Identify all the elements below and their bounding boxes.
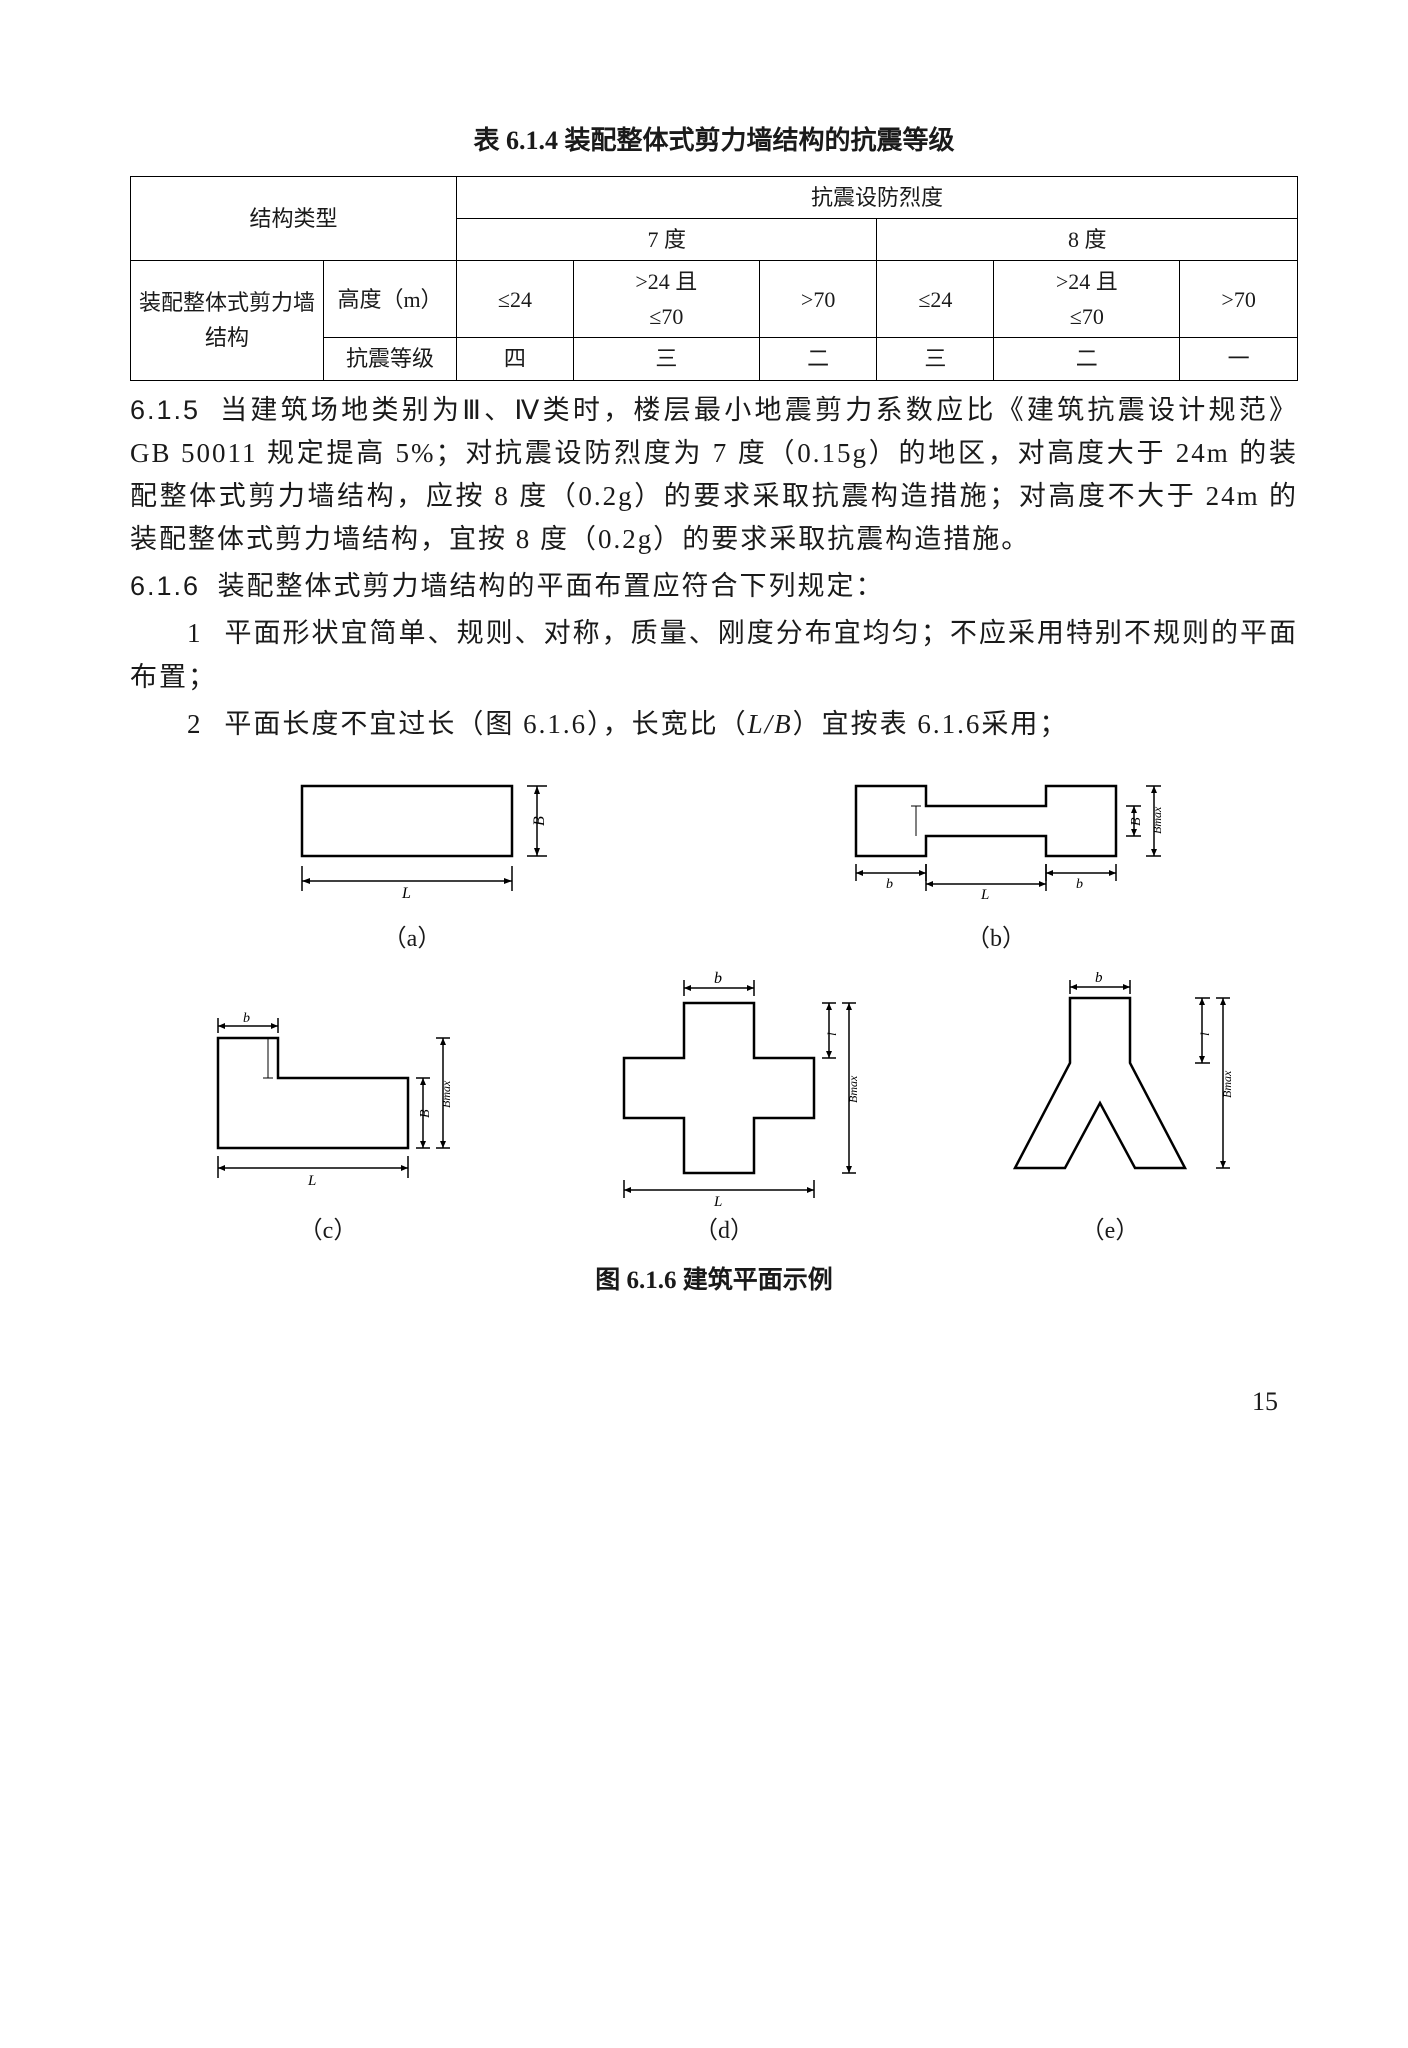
svg-text:Bmax: Bmax [1150,806,1164,834]
td-grade-1: 三 [573,338,759,380]
svg-text:Bmax: Bmax [846,1075,860,1103]
td-grade-label: 抗震等级 [324,338,457,380]
diagram-c: b B Bmax [178,1008,478,1250]
svg-text:L: L [713,1194,722,1208]
item-2-lb: L/B [748,709,793,739]
label-b: （b） [816,920,1176,958]
svg-text:b: b [714,970,722,987]
text-616: 装配整体式剪力墙结构的平面布置应符合下列规定： [218,571,885,601]
th-8deg: 8 度 [877,218,1298,260]
td-col-5: >70 [1180,260,1298,337]
diagram-e: b l Bmax （e） [970,968,1250,1250]
para-6-1-6: 6.1.6 装配整体式剪力墙结构的平面布置应符合下列规定： [130,565,1298,608]
td-grade-2: 二 [759,338,877,380]
item-1: 1平面形状宜简单、规则、对称，质量、刚度分布宜均匀；不应采用特别不规则的平面布置… [130,612,1298,698]
figure-caption: 图 6.1.6 建筑平面示例 [130,1261,1298,1301]
svg-text:B: B [1129,817,1144,826]
td-grade-5: 一 [1180,338,1298,380]
svg-text:L: L [401,885,411,902]
svg-text:L: L [307,1173,316,1189]
item-2a: 平面长度不宜过长（图 6.1.6），长宽比（ [224,709,747,739]
label-c: （c） [178,1212,478,1250]
td-col-2: >70 [759,260,877,337]
th-structure-type: 结构类型 [131,176,457,260]
lead-615: 6.1.5 [130,395,200,425]
text-615: 当建筑场地类别为Ⅲ、Ⅳ类时，楼层最小地震剪力系数应比《建筑抗震设计规范》 GB … [130,395,1298,555]
figure-6-1-6: B L （a） B [130,766,1298,1301]
svg-text:b: b [1095,970,1103,986]
item-2b: ）宜按表 6.1.6采用； [793,709,1069,739]
label-d: （d） [574,1212,874,1250]
td-grade-4: 二 [994,338,1180,380]
table-title: 表 6.1.4 装配整体式剪力墙结构的抗震等级 [130,120,1298,162]
page-number: 15 [130,1381,1298,1423]
item-num-1: 1 [165,612,224,655]
para-6-1-5: 6.1.5 当建筑场地类别为Ⅲ、Ⅳ类时，楼层最小地震剪力系数应比《建筑抗震设计规… [130,389,1298,562]
td-col-4: >24 且 ≤70 [994,260,1180,337]
td-col-1: >24 且 ≤70 [573,260,759,337]
th-intensity: 抗震设防烈度 [457,176,1298,218]
diagram-a: B L （a） [252,766,572,958]
seismic-grade-table: 结构类型 抗震设防烈度 7 度 8 度 装配整体式剪力墙结构 高度（m） ≤24… [130,176,1298,381]
td-col-3: ≤24 [877,260,994,337]
td-height-label: 高度（m） [324,260,457,337]
td-struct-name: 装配整体式剪力墙结构 [131,260,324,380]
td-grade-0: 四 [457,338,574,380]
item-2: 2平面长度不宜过长（图 6.1.6），长宽比（L/B）宜按表 6.1.6采用； [130,703,1298,746]
svg-text:l: l [824,1032,839,1036]
svg-text:Bmax: Bmax [1220,1070,1234,1098]
svg-text:B: B [418,1109,433,1118]
item-1-text: 平面形状宜简单、规则、对称，质量、刚度分布宜均匀；不应采用特别不规则的平面布置； [130,618,1298,691]
td-col-0: ≤24 [457,260,574,337]
th-7deg: 7 度 [457,218,877,260]
svg-text:b: b [1076,877,1083,892]
svg-text:B: B [531,816,548,826]
diagram-d: b l Bmax L [574,968,874,1250]
svg-text:l: l [1197,1032,1212,1036]
item-num-2: 2 [165,703,224,746]
svg-text:b: b [243,1011,250,1026]
lead-616: 6.1.6 [130,571,200,601]
label-a: （a） [252,920,572,958]
label-e: （e） [970,1212,1250,1250]
diagram-b: B Bmax b [816,766,1176,958]
svg-text:b: b [886,877,893,892]
svg-text:L: L [980,887,989,903]
td-grade-3: 三 [877,338,994,380]
svg-text:Bmax: Bmax [439,1080,453,1108]
